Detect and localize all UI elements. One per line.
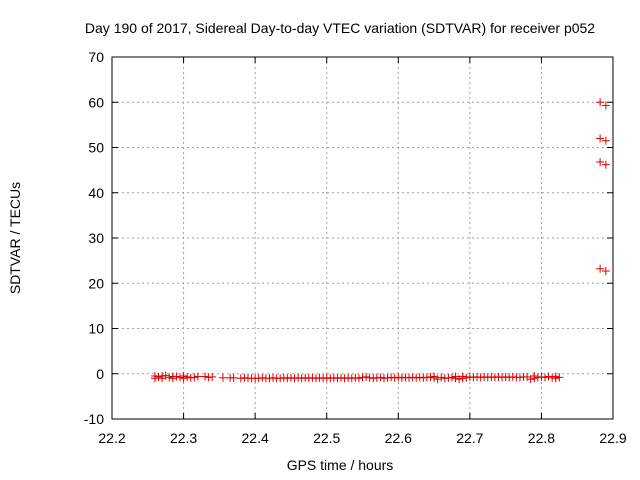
y-tick-label: 50: [88, 140, 104, 156]
data-point: [172, 372, 181, 381]
data-point: [354, 374, 363, 383]
y-tick-label: 60: [88, 94, 104, 110]
x-tick-label: 22.3: [170, 430, 197, 446]
data-point: [161, 371, 170, 380]
data-point: [165, 373, 174, 382]
data-point: [229, 373, 238, 382]
data-point: [596, 98, 605, 107]
data-point: [190, 373, 199, 382]
x-tick-label: 22.7: [456, 430, 483, 446]
data-point: [601, 136, 610, 145]
data-point: [596, 264, 605, 273]
x-axis-label: GPS time / hours: [287, 457, 394, 473]
data-point: [150, 374, 159, 383]
data-point: [193, 372, 202, 381]
data-point: [544, 372, 553, 381]
y-axis-ticks: -10 0 10 20 30 40 50 60 70: [84, 49, 613, 427]
x-tick-label: 22.2: [98, 430, 125, 446]
x-tick-label: 22.5: [313, 430, 340, 446]
x-tick-label: 22.4: [242, 430, 269, 446]
grid: [112, 57, 613, 419]
data-point: [551, 374, 560, 383]
data-point: [462, 373, 471, 382]
y-tick-label: 20: [88, 275, 104, 291]
data-point: [601, 160, 610, 169]
data-point: [208, 372, 217, 381]
data-point: [530, 374, 539, 383]
x-tick-label: 22.6: [385, 430, 412, 446]
data-point: [218, 373, 227, 382]
data-point: [154, 372, 163, 381]
data-point: [179, 374, 188, 383]
data-point: [601, 101, 610, 110]
y-tick-label: 40: [88, 185, 104, 201]
data-point: [376, 373, 385, 382]
x-axis-ticks: 22.2 22.3 22.4 22.5 22.6 22.7 22.8 22.9: [98, 57, 627, 446]
data-point: [437, 373, 446, 382]
data-point: [183, 372, 192, 381]
data-point: [596, 157, 605, 166]
data-point: [362, 372, 371, 381]
y-tick-label: 10: [88, 321, 104, 337]
data-point: [451, 374, 460, 383]
chart-title: Day 190 of 2017, Sidereal Day-to-day VTE…: [85, 20, 595, 36]
data-point: [168, 374, 177, 383]
data-point: [555, 373, 564, 382]
x-tick-label: 22.9: [599, 430, 626, 446]
data-point: [447, 373, 456, 382]
y-tick-label: 70: [88, 49, 104, 65]
data-point: [541, 373, 550, 382]
data-point: [526, 375, 535, 384]
y-tick-label: 0: [96, 366, 104, 382]
data-point: [433, 375, 442, 384]
x-tick-label: 22.8: [528, 430, 555, 446]
y-tick-label: -10: [84, 411, 104, 427]
data-point: [201, 372, 210, 381]
data-point: [175, 373, 184, 382]
data-point: [523, 372, 532, 381]
data-point: [596, 134, 605, 143]
y-tick-label: 30: [88, 230, 104, 246]
data-points: [150, 98, 610, 384]
y-axis-label: SDTVAR / TECUs: [7, 182, 23, 294]
data-point: [430, 373, 439, 382]
data-point: [601, 267, 610, 276]
